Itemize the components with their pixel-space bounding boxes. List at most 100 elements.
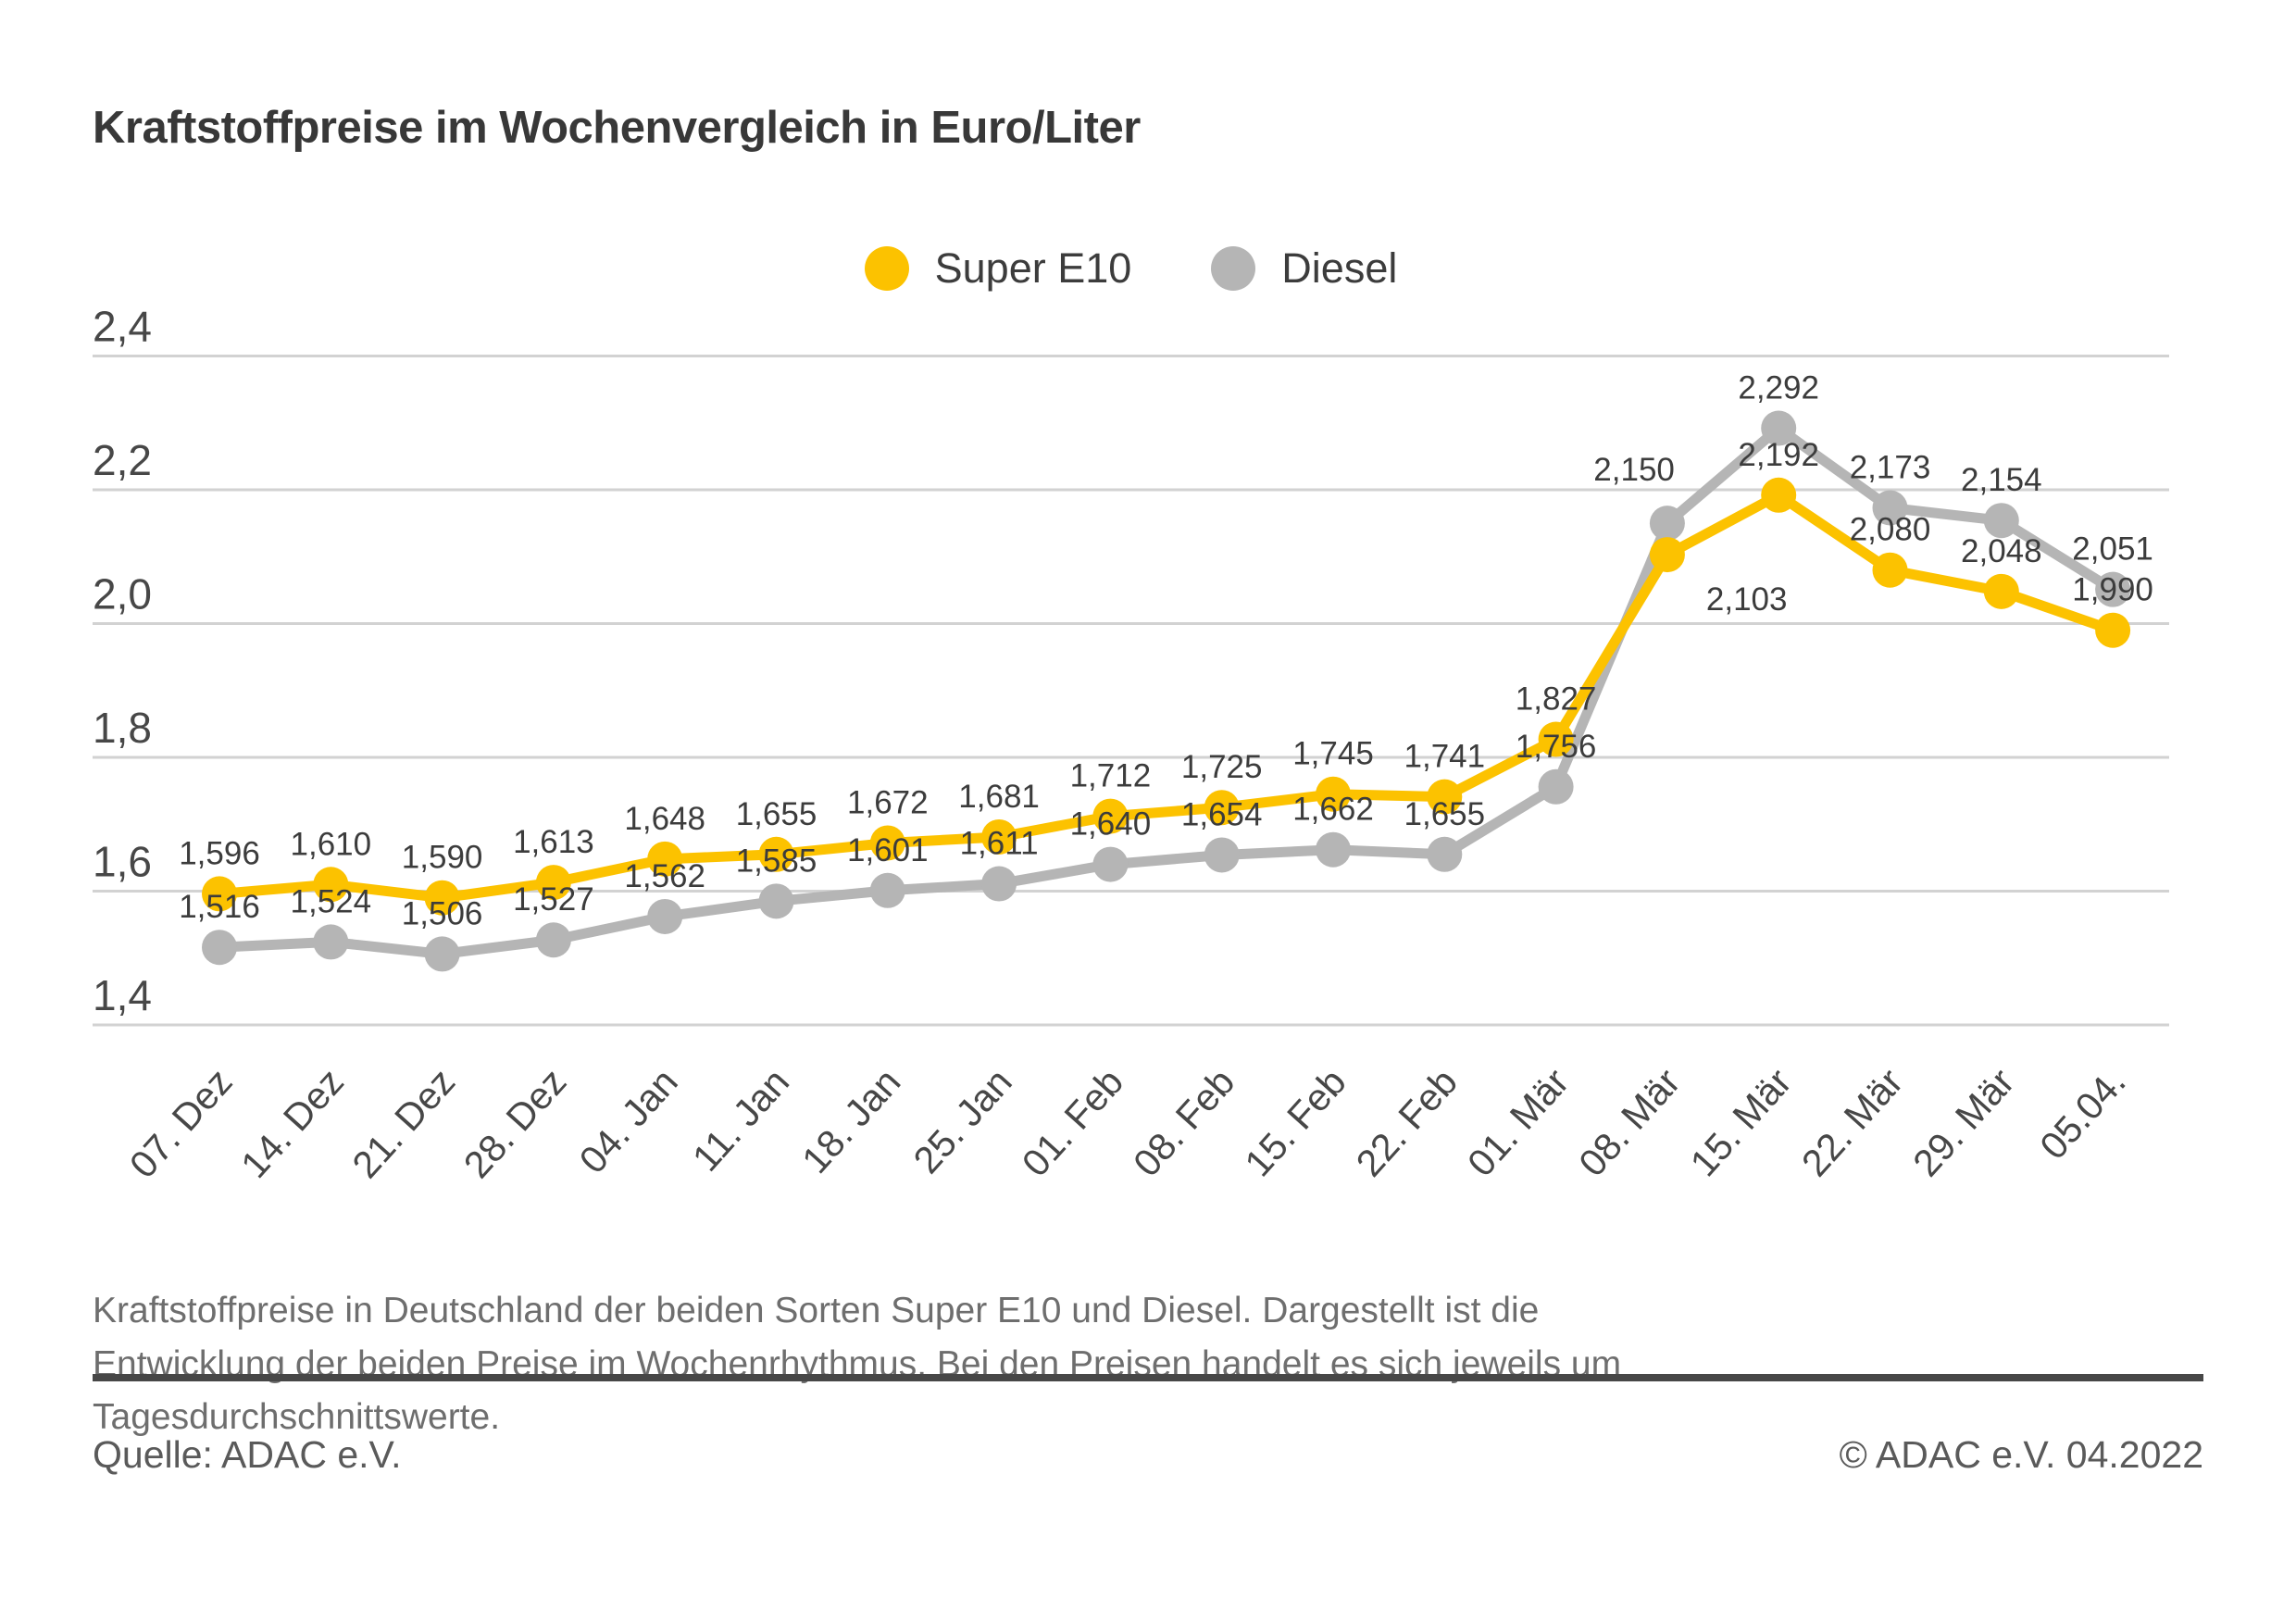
data-point-super-e10 xyxy=(2095,612,2131,648)
data-point-label-diesel: 1,662 xyxy=(1292,792,1374,828)
data-point-diesel xyxy=(535,922,571,958)
data-point-super-e10 xyxy=(1092,798,1129,834)
x-tick-label: 29. Mär xyxy=(1904,1060,2022,1184)
x-tick-label: 11. Jan xyxy=(684,1060,797,1179)
y-tick-label: 1,6 xyxy=(93,838,152,886)
data-point-label-diesel: 1,562 xyxy=(624,858,705,894)
data-point-diesel xyxy=(1316,831,1351,868)
data-point-diesel xyxy=(1872,490,1908,526)
data-point-diesel xyxy=(2095,571,2131,607)
x-tick-label: 04. Jan xyxy=(571,1060,686,1181)
x-tick-label: 15. Feb xyxy=(1236,1060,1354,1184)
data-point-label-super-e10: 1,590 xyxy=(402,840,483,876)
chart-description: Kraftstoffpreise in Deutschland der beid… xyxy=(93,1291,1622,1438)
data-point-label-diesel: 1,524 xyxy=(291,883,372,919)
data-point-diesel xyxy=(202,930,237,966)
copyright-label: © ADAC e.V. 04.2022 xyxy=(1839,1433,2203,1476)
data-point-diesel xyxy=(981,866,1017,902)
data-point-diesel xyxy=(424,936,460,972)
series-line-super-e10 xyxy=(214,490,2118,904)
x-tick-label: 28. Dez xyxy=(455,1060,575,1186)
legend-label: Diesel xyxy=(1281,244,1398,292)
data-point-label-diesel: 2,051 xyxy=(2072,531,2153,568)
x-tick-label: 18. Jan xyxy=(793,1060,908,1181)
data-point-super-e10 xyxy=(1316,776,1351,812)
data-point-label-super-e10: 2,048 xyxy=(1961,533,2042,569)
data-point-label-diesel: 1,516 xyxy=(179,889,260,925)
data-point-label-super-e10: 1,827 xyxy=(1516,681,1597,717)
x-tick-label: 25. Jan xyxy=(905,1060,1020,1181)
data-point-label-super-e10: 1,596 xyxy=(179,835,260,871)
data-point-super-e10 xyxy=(758,836,794,872)
data-point-super-e10 xyxy=(1204,790,1240,826)
data-point-label-diesel: 1,506 xyxy=(402,895,483,931)
data-point-label-super-e10: 1,741 xyxy=(1404,739,1486,775)
legend: Super E10 Diesel xyxy=(93,244,2169,293)
data-point-super-e10 xyxy=(1538,721,1574,757)
data-point-label-diesel: 2,292 xyxy=(1738,370,1819,406)
data-point-label-diesel: 2,173 xyxy=(1850,450,1931,486)
legend-item-super-e10: Super E10 xyxy=(864,244,1132,293)
data-point-label-diesel: 1,527 xyxy=(513,881,594,918)
x-tick-label: 22. Feb xyxy=(1348,1060,1466,1184)
data-point-label-super-e10: 1,648 xyxy=(624,801,705,837)
data-point-diesel xyxy=(1649,506,1685,542)
source-row: Quelle: ADAC e.V. © ADAC e.V. 04.2022 xyxy=(93,1433,2203,1477)
data-point-diesel xyxy=(869,872,905,908)
x-tick-label: 22. Mär xyxy=(1793,1060,1911,1184)
legend-item-diesel: Diesel xyxy=(1211,244,1397,293)
y-tick-label: 2,2 xyxy=(93,436,152,484)
data-point-label-diesel: 1,654 xyxy=(1181,796,1263,832)
data-point-label-diesel: 1,585 xyxy=(736,843,817,879)
x-tick-label: 15. Mär xyxy=(1682,1060,1800,1184)
data-point-label-super-e10: 1,613 xyxy=(513,824,594,860)
y-tick-label: 2,0 xyxy=(93,570,152,618)
data-point-diesel xyxy=(1427,836,1463,872)
x-tick-label: 21. Dez xyxy=(344,1060,464,1186)
y-tick-label: 1,8 xyxy=(93,704,152,752)
x-tick-label: 07. Dez xyxy=(121,1060,241,1186)
data-point-label-diesel: 1,640 xyxy=(1070,806,1152,843)
data-point-label-super-e10: 1,725 xyxy=(1181,749,1263,785)
data-point-super-e10 xyxy=(1649,537,1685,573)
data-point-diesel xyxy=(758,883,794,919)
data-point-label-super-e10: 1,610 xyxy=(291,826,372,862)
data-point-diesel xyxy=(647,898,683,934)
legend-swatch-icon xyxy=(864,246,909,291)
data-point-super-e10 xyxy=(869,825,905,861)
x-tick-label: 05.04. xyxy=(2031,1060,2133,1167)
data-point-super-e10 xyxy=(1983,573,2019,609)
data-point-diesel xyxy=(1204,837,1240,873)
x-tick-label: 14. Dez xyxy=(232,1060,352,1186)
data-point-label-diesel: 2,154 xyxy=(1961,462,2042,498)
data-point-super-e10 xyxy=(1427,779,1463,815)
data-point-super-e10 xyxy=(1761,477,1797,513)
x-tick-label: 08. Mär xyxy=(1570,1060,1688,1184)
data-point-label-diesel: 1,655 xyxy=(1404,796,1486,832)
data-point-label-diesel: 2,150 xyxy=(1593,452,1675,488)
y-tick-label: 2,4 xyxy=(93,303,152,351)
data-point-label-super-e10: 2,192 xyxy=(1738,437,1819,473)
data-point-label-super-e10: 1,655 xyxy=(736,796,817,832)
x-tick-label: 08. Feb xyxy=(1125,1060,1242,1184)
data-point-diesel xyxy=(1538,768,1574,805)
data-point-super-e10 xyxy=(313,867,349,903)
data-point-super-e10 xyxy=(647,841,683,877)
source-label: Quelle: ADAC e.V. xyxy=(93,1433,402,1476)
data-point-label-diesel: 1,611 xyxy=(960,826,1039,862)
data-point-super-e10 xyxy=(202,876,237,912)
legend-swatch-icon xyxy=(1211,246,1256,291)
data-point-label-super-e10: 1,672 xyxy=(847,784,929,820)
legend-label: Super E10 xyxy=(934,244,1132,292)
data-point-label-diesel: 1,601 xyxy=(847,832,929,868)
data-point-label-super-e10: 1,990 xyxy=(2072,572,2153,608)
data-point-diesel xyxy=(1983,503,2019,539)
divider-rule xyxy=(93,1374,2203,1381)
data-point-label-super-e10: 2,103 xyxy=(1706,581,1788,618)
data-point-label-super-e10: 1,712 xyxy=(1070,758,1152,794)
data-point-label-super-e10: 2,080 xyxy=(1850,512,1931,548)
data-point-super-e10 xyxy=(424,880,460,916)
data-point-diesel xyxy=(1761,410,1797,446)
